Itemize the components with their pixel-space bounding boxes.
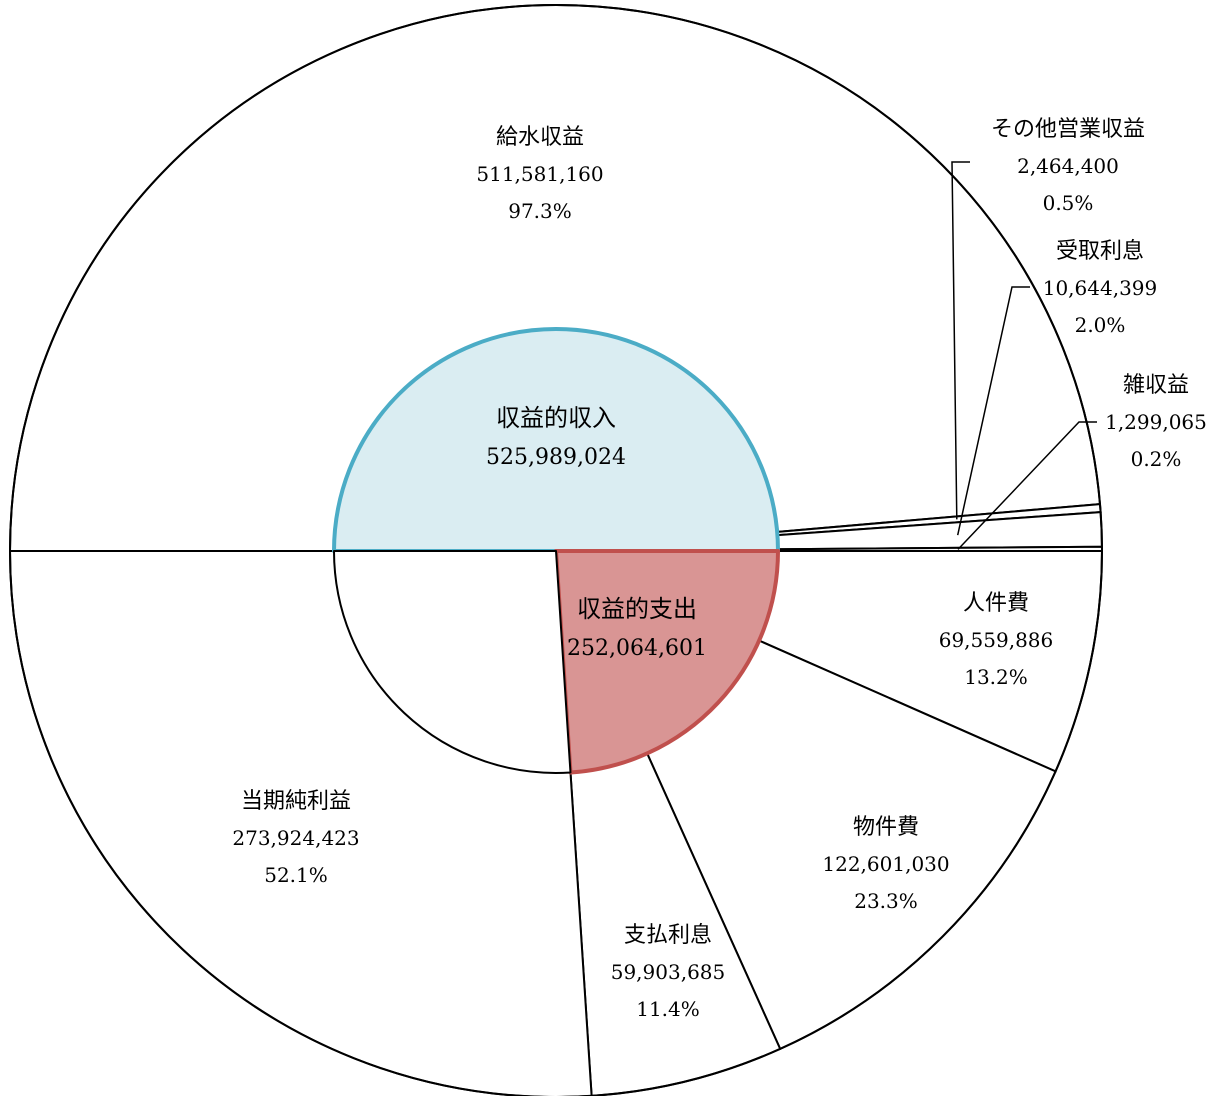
outer-label-6-line-1: 59,903,685: [611, 960, 726, 984]
outer-label-1: その他営業収益 2,464,400 0.5%: [991, 117, 1145, 215]
outer-label-7-line-0: 当期純利益: [241, 789, 351, 814]
outer-label-7-line-2: 52.1%: [264, 863, 328, 887]
inner-ring: [332, 327, 780, 775]
outer-label-6-line-2: 11.4%: [636, 997, 700, 1021]
outer-label-1-line-2: 0.5%: [1043, 191, 1094, 215]
outer-label-7-line-1: 273,924,423: [232, 826, 359, 850]
outer-label-0: 給水収益 511,581,160 97.3%: [476, 125, 603, 223]
outer-label-3-line-2: 0.2%: [1131, 447, 1182, 471]
outer-label-0-line-2: 97.3%: [508, 199, 572, 223]
outer-label-4-line-2: 13.2%: [964, 665, 1028, 689]
inner-slice-2: [333, 550, 572, 774]
leader-line-3: [957, 421, 1097, 550]
outer-label-2-line-0: 受取利息: [1056, 239, 1144, 264]
outer-label-5-line-2: 23.3%: [854, 889, 918, 913]
inner-label-1-line-1: 252,064,601: [567, 636, 707, 661]
outer-label-5-line-1: 122,601,030: [822, 852, 949, 876]
inner-slice-0: [332, 327, 780, 553]
outer-label-5-line-0: 物件費: [853, 815, 919, 840]
outer-label-4-line-0: 人件費: [963, 591, 1029, 616]
outer-label-0-line-1: 511,581,160: [476, 162, 603, 186]
outer-label-2-line-2: 2.0%: [1075, 313, 1126, 337]
outer-label-5: 物件費 122,601,030 23.3%: [822, 815, 949, 913]
inner-label-1-line-0: 収益的支出: [577, 595, 697, 623]
outer-label-6: 支払利息 59,903,685 11.4%: [611, 923, 726, 1021]
outer-label-0-line-0: 給水収益: [496, 125, 584, 150]
inner-label-0-line-1: 525,989,024: [486, 445, 626, 470]
outer-label-3: 雑収益 1,299,065 0.2%: [1105, 373, 1207, 471]
outer-ring-border: [9, 4, 1103, 1096]
inner-label-1: 収益的支出 252,064,601: [567, 595, 707, 661]
outer-label-4: 人件費 69,559,886 13.2%: [939, 591, 1054, 689]
inner-slice-1: [554, 549, 780, 775]
outer-label-2-line-1: 10,644,399: [1043, 276, 1158, 300]
outer-label-4-line-1: 69,559,886: [939, 628, 1054, 652]
inner-label-0: 収益的収入 525,989,024: [486, 404, 626, 470]
outer-label-3-line-1: 1,299,065: [1105, 410, 1207, 434]
slice-labels: 給水収益 511,581,160 97.3% その他営業収益 2,464,400 0.5%…: [232, 117, 1207, 1021]
outer-label-6-line-0: 支払利息: [624, 923, 712, 948]
leader-line-2: [956, 286, 1030, 536]
inner-label-0-line-0: 収益的収入: [496, 404, 616, 432]
outer-ring: [8, 4, 1104, 1096]
leader-line-1: [951, 161, 970, 520]
leader-lines: [951, 161, 1097, 550]
outer-label-2: 受取利息 10,644,399 2.0%: [1043, 239, 1158, 337]
outer-label-3-line-0: 雑収益: [1123, 373, 1189, 398]
outer-label-1-line-1: 2,464,400: [1017, 154, 1119, 178]
outer-label-7: 当期純利益 273,924,423 52.1%: [232, 789, 359, 887]
outer-label-1-line-0: その他営業収益: [991, 117, 1145, 142]
